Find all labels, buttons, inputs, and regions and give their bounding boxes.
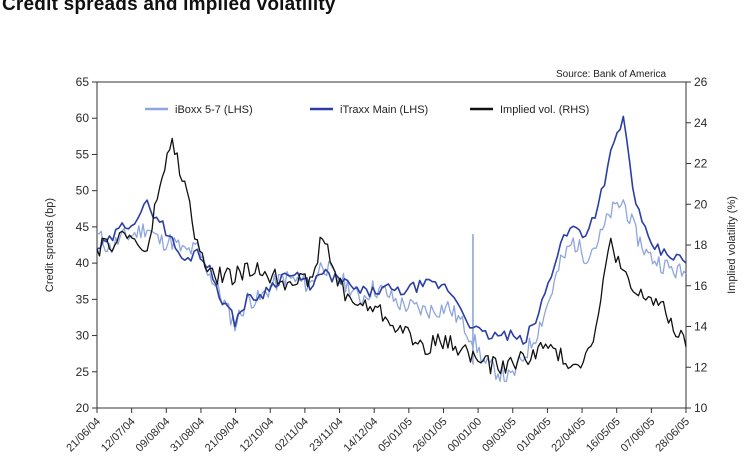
- y-tick-label-left: 65: [76, 75, 90, 89]
- x-tick-label: 14/12/04: [342, 416, 381, 455]
- y-tick-label-right: 22: [694, 157, 708, 171]
- x-tick-label: 21/06/04: [64, 416, 103, 455]
- y-tick-label-left: 25: [76, 365, 90, 379]
- x-tick-label: 26/01/05: [411, 416, 450, 455]
- y-tick-label-left: 60: [76, 111, 90, 125]
- x-tick-label: 07/06/05: [619, 416, 658, 455]
- x-tick-label: 05/01/05: [376, 416, 415, 455]
- x-tick-label: 16/05/05: [584, 416, 623, 455]
- x-tick-label: 12/10/04: [238, 416, 277, 455]
- x-tick-label: 00/01/00: [445, 416, 484, 455]
- x-tick-label: 21/09/04: [203, 416, 242, 455]
- y-tick-label-right: 26: [694, 75, 708, 89]
- y-tick-label-right: 10: [694, 401, 708, 415]
- legend-label-itraxx: iTraxx Main (LHS): [340, 104, 428, 116]
- y-tick-label-right: 12: [694, 360, 708, 374]
- series-line-iboxx-5-7-lhs: [96, 199, 687, 383]
- series-line-implied-vol-rhs: [96, 137, 687, 375]
- series-line-itraxx-main-lhs: [96, 115, 687, 345]
- y-tick-label-left: 35: [76, 292, 90, 306]
- y-axis-title-left: Credit spreads (bp): [44, 198, 56, 292]
- y-tick-label-right: 20: [694, 197, 708, 211]
- x-tick-label: 23/11/04: [307, 416, 345, 454]
- y-tick-label-right: 18: [694, 238, 708, 252]
- x-tick-label: 02/11/04: [273, 416, 311, 454]
- grid: [92, 81, 691, 413]
- x-tick-label: 09/03/05: [480, 416, 519, 455]
- y-tick-label-left: 45: [76, 220, 90, 234]
- x-tick-label: 12/07/04: [99, 416, 138, 455]
- chart-title: Credit spreads and implied volatility: [2, 0, 336, 15]
- legend-label-iboxx: iBoxx 5-7 (LHS): [175, 104, 253, 116]
- y-tick-label-left: 50: [76, 184, 90, 198]
- source-note: Source: Bank of America: [556, 69, 667, 80]
- axis-labels: 20 25 30 35 40 45 50 55 60 65 10 12 14 16 18 20 22 24 26 21…: [64, 75, 707, 454]
- y-tick-label-left: 30: [76, 329, 90, 343]
- y-tick-label-right: 14: [694, 320, 708, 334]
- y-axis-title-right: Implied volatility (%): [726, 196, 738, 294]
- y-tick-label-right: 24: [694, 116, 708, 130]
- y-tick-label-left: 20: [76, 401, 90, 415]
- x-tick-label: 01/04/05: [515, 416, 554, 455]
- series-layer: [96, 115, 687, 383]
- legend-label-implied-vol: Implied vol. (RHS): [500, 104, 589, 116]
- x-tick-label: 22/04/05: [549, 416, 588, 455]
- y-tick-label-left: 40: [76, 256, 90, 270]
- y-tick-label-left: 55: [76, 147, 90, 161]
- y-tick-label-right: 16: [694, 279, 708, 293]
- x-tick-label: 31/08/04: [168, 416, 207, 455]
- x-tick-label: 09/08/04: [134, 416, 173, 455]
- legend: iBoxx 5-7 (LHS) iTraxx Main (LHS) Implie…: [145, 104, 589, 116]
- x-tick-label: 28/06/05: [653, 416, 692, 455]
